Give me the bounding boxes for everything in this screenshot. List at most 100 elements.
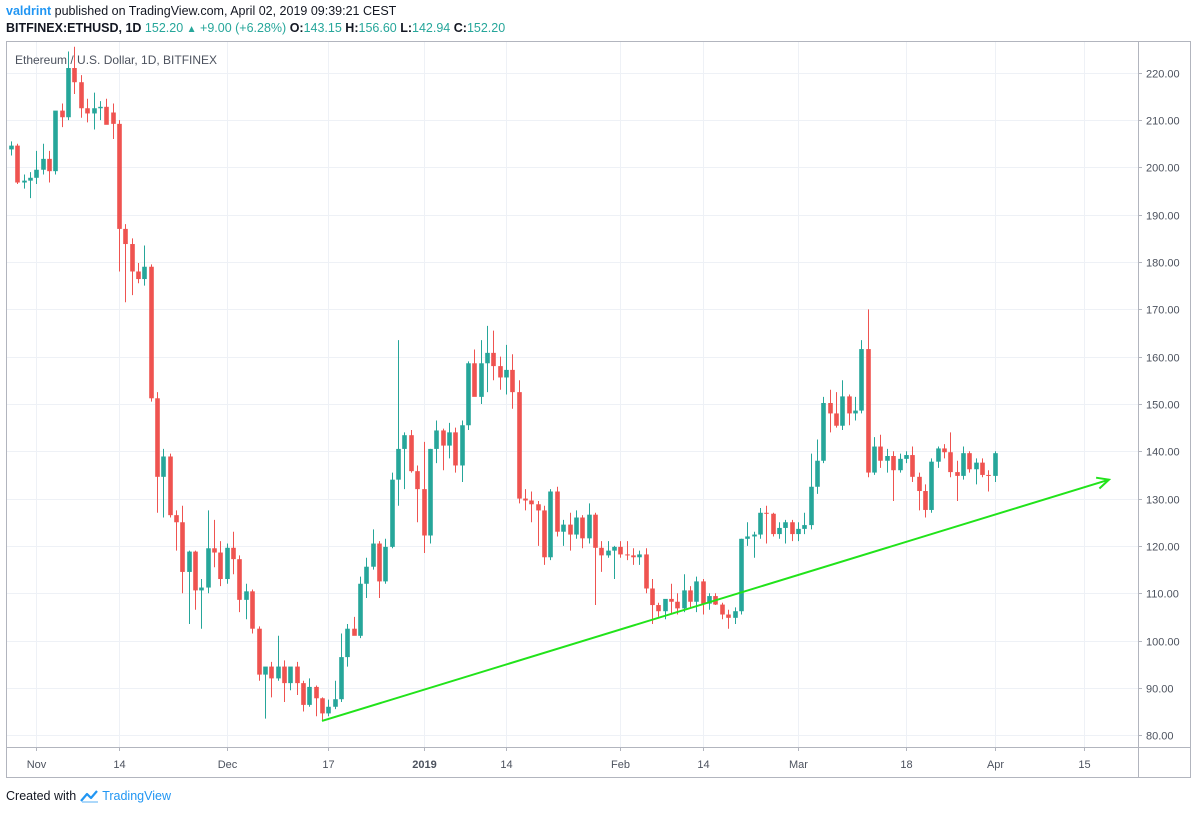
candle [288, 666, 293, 691]
candle [974, 458, 979, 485]
candle-body [739, 538, 744, 612]
candle-body [548, 491, 553, 558]
candle-body [656, 605, 661, 612]
candle-body [460, 425, 465, 466]
candle-body [948, 452, 953, 473]
candle-body [606, 550, 611, 556]
candle-body [993, 453, 998, 476]
candle [22, 174, 27, 189]
candle [472, 349, 477, 397]
candle-body [66, 68, 71, 118]
candle-body [250, 591, 255, 629]
publish-header: valdrint published on TradingView.com, A… [6, 3, 1186, 37]
candle [161, 448, 166, 518]
candle [53, 110, 58, 175]
candle-body [498, 366, 503, 378]
candle [295, 661, 300, 695]
price-tick-label: 110.00 [1146, 589, 1179, 601]
candlestick-chart[interactable]: 220.00 210.00 200.00 190.00 180.00 170.00 160.… [6, 41, 1191, 778]
time-tick-label: Mar [789, 759, 808, 771]
chart-container[interactable]: 220.00 210.00 200.00 190.00 180.00 170.00 160.… [6, 41, 1191, 778]
candle-body [422, 489, 427, 536]
candle-body [206, 548, 211, 588]
candle [479, 340, 484, 404]
candle [9, 141, 14, 156]
candle [866, 309, 871, 478]
candle-body [967, 453, 972, 470]
candle-body [85, 108, 90, 114]
candle-body [910, 455, 915, 477]
candle [878, 434, 883, 468]
price-tick-label: 170.00 [1146, 305, 1180, 317]
candle-body [364, 566, 369, 584]
time-tick-label: 14 [113, 759, 125, 771]
candle-body [669, 598, 674, 602]
candle [688, 586, 693, 608]
candle-body [161, 456, 166, 477]
candle [123, 224, 128, 303]
candle [758, 508, 763, 539]
candle [263, 666, 268, 719]
candle [917, 472, 922, 511]
low-label: L: [400, 21, 413, 35]
candle-body [726, 614, 731, 618]
candle [225, 543, 230, 584]
candle-body [155, 398, 160, 477]
candle [371, 529, 376, 570]
candle [720, 602, 725, 620]
candle [447, 422, 452, 459]
ohlc-legend: BITFINEX:ETHUSD, 1D 152.20 ▲ +9.00 (+6.2… [6, 20, 1186, 37]
price-tick-label: 100.00 [1146, 637, 1180, 649]
candle-body [123, 228, 128, 245]
price-tick-label: 200.00 [1146, 163, 1180, 175]
candle [574, 510, 579, 539]
candle-body [828, 403, 833, 414]
candle-body [472, 363, 477, 397]
time-tick-label: 14 [500, 759, 512, 771]
candle [34, 150, 39, 184]
candle [853, 396, 858, 421]
candle [466, 361, 471, 430]
candle [142, 245, 147, 286]
open-label: O: [289, 21, 304, 35]
time-tick-label: Dec [218, 759, 238, 771]
candle [599, 541, 604, 572]
candle-body [104, 106, 109, 125]
candle [764, 505, 769, 544]
candle-body [955, 472, 960, 476]
trendline-group[interactable] [321, 476, 1112, 722]
candle [155, 392, 160, 513]
time-axis[interactable]: Nov 14 Dec 17 2019 14 Feb 14 Mar 18 Apr 15 [27, 747, 1091, 771]
candle-body [301, 683, 306, 705]
candle-body [866, 349, 871, 473]
candle [948, 432, 953, 478]
candle [631, 548, 636, 565]
candle [739, 538, 744, 615]
author-link[interactable]: valdrint [6, 4, 52, 18]
tradingview-brand[interactable]: TradingView [102, 789, 171, 803]
price-tick-label: 180.00 [1146, 258, 1180, 270]
candle-body [396, 448, 401, 480]
candle [955, 460, 960, 501]
candle [517, 380, 522, 504]
candle-body [580, 517, 585, 539]
chart-title: Ethereum / U.S. Dollar, 1D, BITFINEX [15, 53, 217, 67]
candle [218, 541, 223, 587]
candle-body [225, 547, 230, 580]
price-axis[interactable]: 220.00 210.00 200.00 190.00 180.00 170.00 160.… [1138, 69, 1180, 743]
candle-body [98, 106, 103, 109]
candle-body [41, 158, 46, 170]
high-label: H: [345, 21, 359, 35]
candle-body [536, 504, 541, 511]
candle [523, 489, 528, 511]
candle [85, 98, 90, 123]
candle [847, 394, 852, 426]
candle-body [986, 474, 991, 476]
candle-body [764, 512, 769, 514]
candle-body [587, 514, 592, 539]
tradingview-logo-icon [80, 790, 99, 803]
candle [555, 486, 560, 537]
candle-body [688, 590, 693, 602]
candle [409, 429, 414, 473]
candle-body [618, 546, 623, 555]
